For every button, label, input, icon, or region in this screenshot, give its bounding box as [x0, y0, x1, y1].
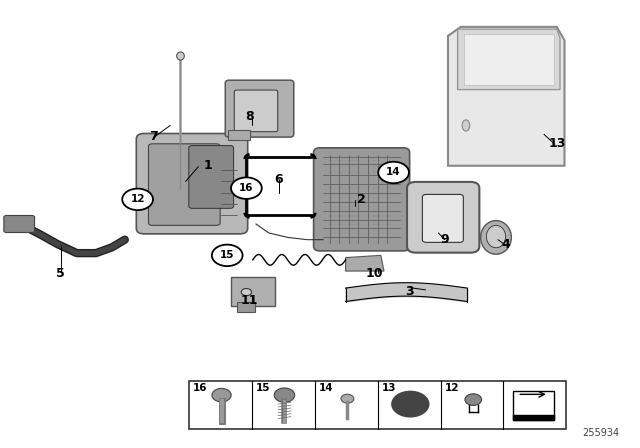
FancyBboxPatch shape — [148, 144, 220, 225]
Circle shape — [391, 391, 429, 418]
Circle shape — [122, 189, 153, 210]
FancyBboxPatch shape — [136, 134, 248, 234]
Text: 12: 12 — [444, 383, 459, 393]
Ellipse shape — [462, 120, 470, 131]
Text: 8: 8 — [245, 110, 254, 123]
FancyBboxPatch shape — [4, 215, 35, 233]
Polygon shape — [513, 415, 554, 421]
Text: 15: 15 — [220, 250, 234, 260]
Text: 3: 3 — [405, 284, 414, 298]
Text: 5: 5 — [56, 267, 65, 280]
Text: 13: 13 — [381, 383, 396, 393]
Ellipse shape — [486, 225, 506, 248]
FancyBboxPatch shape — [189, 381, 566, 429]
Text: 255934: 255934 — [582, 428, 620, 438]
Text: 7: 7 — [149, 130, 158, 143]
Text: 11: 11 — [241, 293, 259, 307]
Text: 9: 9 — [440, 233, 449, 246]
FancyBboxPatch shape — [237, 302, 255, 312]
FancyBboxPatch shape — [234, 90, 278, 132]
Text: 16: 16 — [193, 383, 207, 393]
Circle shape — [274, 388, 294, 402]
Text: 12: 12 — [131, 194, 145, 204]
FancyBboxPatch shape — [189, 146, 234, 208]
Text: 16: 16 — [239, 183, 253, 193]
FancyBboxPatch shape — [231, 277, 275, 306]
Polygon shape — [464, 34, 554, 85]
Text: 6: 6 — [274, 172, 283, 186]
Polygon shape — [346, 255, 384, 271]
FancyBboxPatch shape — [225, 80, 294, 137]
Text: 2: 2 — [357, 193, 366, 206]
Circle shape — [241, 289, 252, 296]
Circle shape — [212, 245, 243, 266]
FancyBboxPatch shape — [228, 130, 250, 140]
FancyBboxPatch shape — [513, 392, 554, 421]
Polygon shape — [458, 29, 560, 90]
Circle shape — [341, 394, 354, 403]
Circle shape — [212, 388, 231, 402]
Text: 15: 15 — [255, 383, 270, 393]
Text: 14: 14 — [319, 383, 333, 393]
Circle shape — [231, 177, 262, 199]
Polygon shape — [448, 27, 564, 166]
FancyBboxPatch shape — [422, 194, 463, 242]
Text: 4: 4 — [501, 237, 510, 251]
Ellipse shape — [177, 52, 184, 60]
Text: 1: 1 — [204, 159, 212, 172]
Text: 14: 14 — [387, 168, 401, 177]
FancyBboxPatch shape — [407, 182, 479, 253]
Ellipse shape — [481, 221, 511, 254]
FancyBboxPatch shape — [314, 148, 410, 251]
Circle shape — [378, 162, 409, 183]
Circle shape — [465, 394, 481, 405]
Text: 10: 10 — [365, 267, 383, 280]
Text: 13: 13 — [548, 137, 566, 150]
